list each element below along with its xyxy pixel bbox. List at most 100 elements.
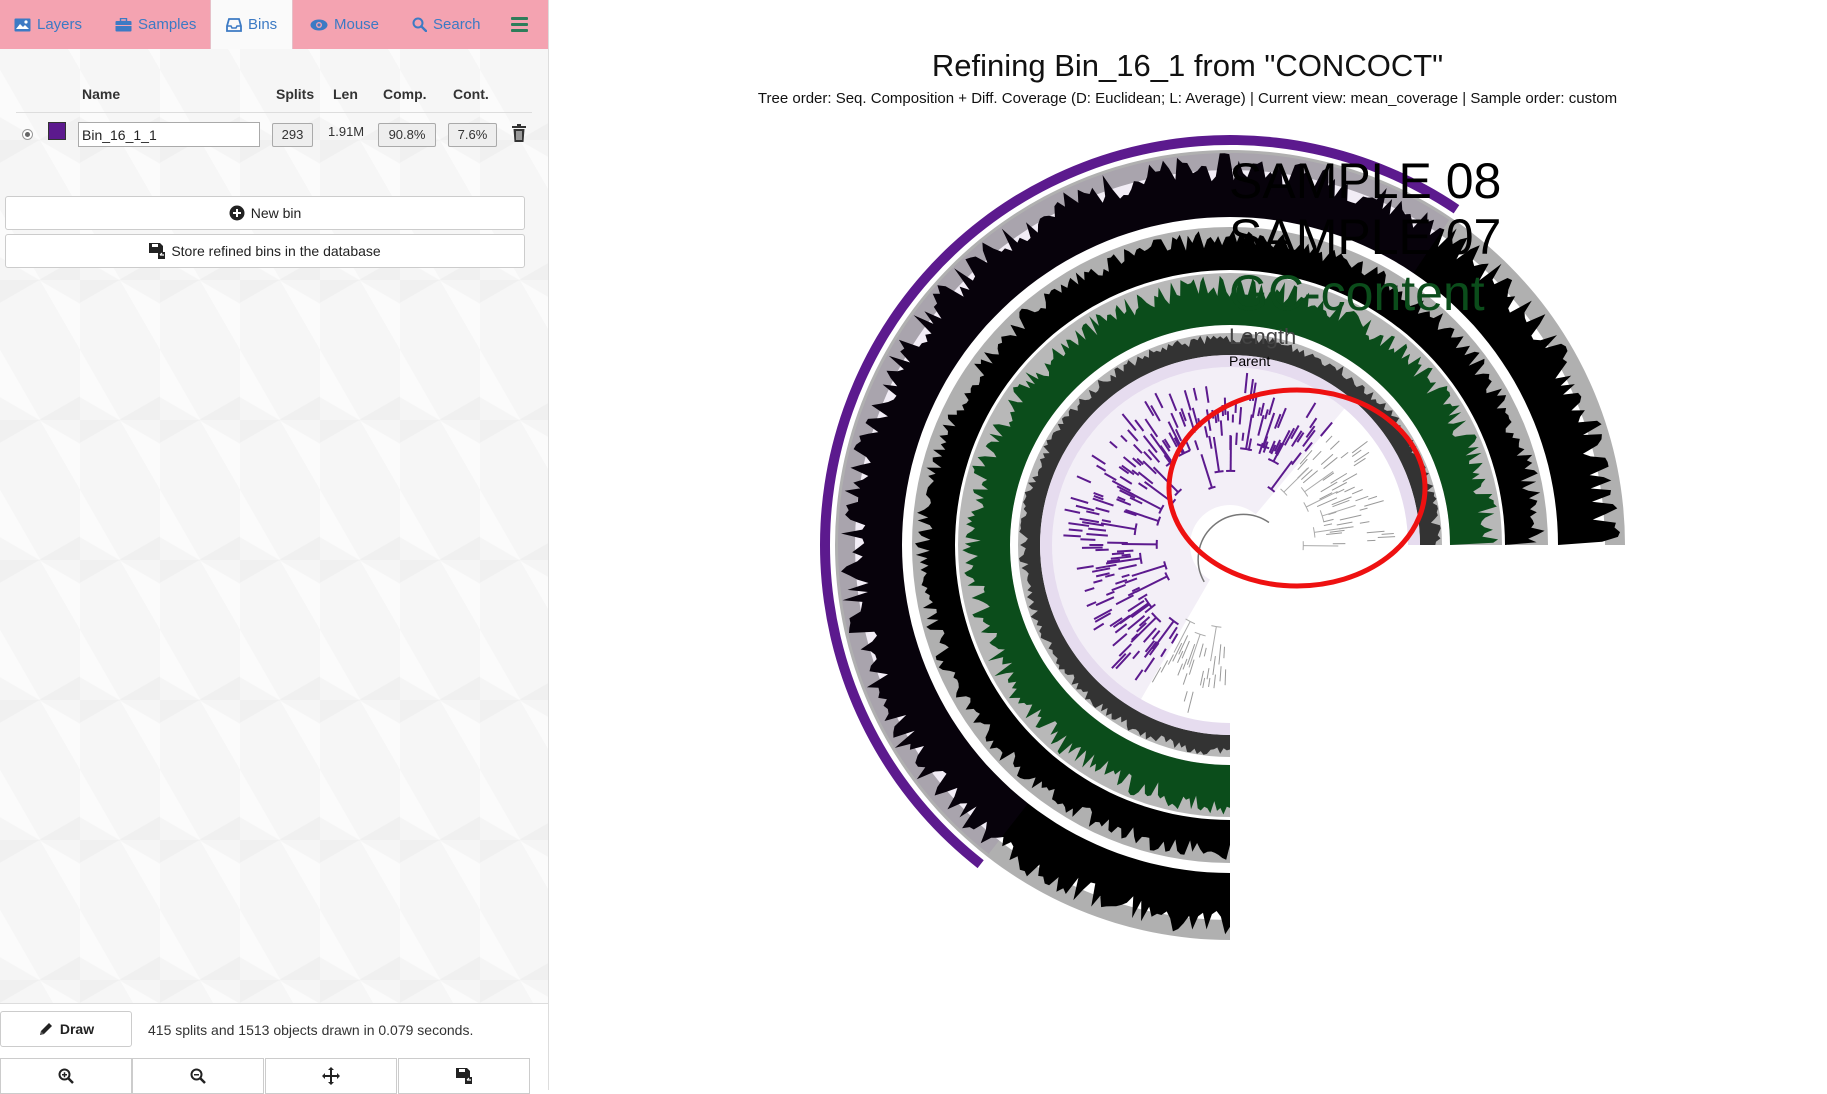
- tree-branch: [1352, 450, 1361, 457]
- tree-branch: [1224, 647, 1225, 658]
- layer-label-sample-07: SAMPLE 07: [1229, 208, 1501, 266]
- header-comp: Comp.: [383, 86, 427, 102]
- circular-phylogram[interactable]: [548, 0, 1827, 1090]
- eye-icon: [310, 19, 328, 31]
- tree-branch: [1360, 522, 1370, 524]
- center-button[interactable]: [265, 1058, 397, 1094]
- tab-samples-label: Samples: [138, 0, 196, 51]
- inbox-icon: [226, 17, 242, 33]
- bin-color-swatch[interactable]: [48, 122, 66, 140]
- tab-mouse[interactable]: Mouse: [310, 0, 379, 49]
- tree-branch: [1326, 436, 1332, 443]
- tree-branch: [1209, 678, 1210, 687]
- tree-branch: [1341, 452, 1348, 458]
- plus-circle-icon: [229, 205, 245, 221]
- tab-search-label: Search: [433, 0, 481, 51]
- tree-branch: [1179, 635, 1188, 654]
- tree-branch: [1112, 553, 1124, 554]
- header-len: Len: [333, 86, 358, 102]
- search-icon: [412, 17, 427, 32]
- tree-branch: [1220, 666, 1221, 681]
- tree-branch: [1182, 641, 1189, 658]
- layer-rings: [820, 135, 1625, 940]
- tree-branch: [1352, 489, 1363, 493]
- bin-select-radio[interactable]: [22, 129, 33, 140]
- tree-branch: [1069, 529, 1083, 530]
- trash-icon[interactable]: [512, 124, 526, 142]
- tab-bins-label: Bins: [248, 0, 277, 51]
- save-icon: [456, 1068, 472, 1084]
- tree-branch: [1337, 522, 1353, 525]
- layer-label-parent: Parent: [1229, 353, 1270, 369]
- briefcase-icon: [115, 18, 132, 32]
- layer-label-sample-08: SAMPLE 08: [1229, 152, 1501, 210]
- tree-branch: [1188, 692, 1193, 713]
- tree-branch: [1095, 550, 1108, 551]
- bottom-toolbar: Draw 415 splits and 1513 objects drawn i…: [0, 1003, 548, 1091]
- image-icon: [14, 18, 31, 32]
- tree-branch: [1183, 673, 1187, 684]
- tree-branch: [1330, 441, 1339, 450]
- bin-completion[interactable]: 90.8%: [378, 123, 436, 147]
- tree-branch: [1364, 501, 1383, 507]
- hamburger-menu-icon[interactable]: [511, 17, 528, 33]
- header-splits: Splits: [276, 86, 314, 102]
- tree-branch: [1189, 660, 1194, 675]
- tree-branch: [1368, 496, 1377, 499]
- bin-contamination[interactable]: 7.6%: [448, 123, 497, 147]
- tree-branch: [1221, 420, 1222, 435]
- tab-mouse-label: Mouse: [334, 0, 379, 51]
- header-name: Name: [82, 86, 120, 102]
- new-bin-label: New bin: [251, 205, 302, 221]
- tree-branch: [1184, 691, 1187, 701]
- tree-branch: [1225, 669, 1226, 685]
- tree-branch: [1323, 519, 1333, 522]
- bin-name-input[interactable]: [78, 122, 260, 147]
- tree-branch: [1323, 473, 1334, 481]
- tree-branch: [1200, 671, 1203, 686]
- tree-branch: [1331, 473, 1347, 483]
- draw-button[interactable]: Draw: [0, 1011, 132, 1047]
- layer-label-length: Length: [1229, 324, 1296, 350]
- header-cont: Cont.: [453, 86, 489, 102]
- tree-branch: [1319, 493, 1332, 499]
- tree-branch: [1301, 470, 1312, 480]
- tree-branch: [1240, 407, 1241, 424]
- tree-branch: [1211, 627, 1217, 662]
- tree-branch: [1178, 664, 1183, 676]
- pencil-icon: [38, 1021, 54, 1037]
- tree-branch: [1183, 659, 1187, 670]
- new-bin-button[interactable]: New bin: [5, 196, 525, 230]
- tree-branch: [1321, 482, 1338, 492]
- tree-branch: [1313, 451, 1321, 460]
- tree-branch: [1178, 651, 1183, 663]
- tree-branch: [1214, 675, 1216, 689]
- save-svg-button[interactable]: [398, 1058, 530, 1094]
- tree-branch: [1189, 634, 1200, 667]
- tab-samples[interactable]: Samples: [115, 0, 196, 49]
- tab-bar: Layers Samples Bins Mouse Search: [0, 0, 548, 49]
- table-row: 293 1.91M 90.8% 7.6%: [0, 120, 548, 150]
- tab-search[interactable]: Search: [412, 0, 481, 49]
- tree-branch: [1168, 655, 1173, 665]
- tree-branch: [1322, 505, 1355, 516]
- tree-branch: [1326, 533, 1342, 535]
- tree-branch: [1354, 458, 1366, 465]
- store-refined-bins-button[interactable]: Store refined bins in the database: [5, 234, 525, 268]
- tree-branch: [1122, 555, 1131, 556]
- tree-branch: [1340, 515, 1361, 520]
- zoom-in-icon: [58, 1068, 74, 1084]
- tree-arc: [1304, 502, 1309, 511]
- zoom-out-button[interactable]: [132, 1058, 264, 1094]
- sidebar-panel: Layers Samples Bins Mouse Search Name Sp…: [0, 0, 549, 1090]
- zoom-in-button[interactable]: [0, 1058, 132, 1094]
- tree-branch: [1324, 457, 1338, 468]
- tree-branch: [1305, 471, 1333, 491]
- tree-branch: [1199, 644, 1203, 658]
- draw-status-text: 415 splits and 1513 objects drawn in 0.0…: [148, 1022, 473, 1038]
- tab-layers[interactable]: Layers: [14, 0, 82, 49]
- bin-splits-count[interactable]: 293: [272, 123, 313, 147]
- tab-bins[interactable]: Bins: [210, 0, 293, 49]
- tree-branch: [1344, 487, 1354, 492]
- tree-branch: [1324, 524, 1332, 526]
